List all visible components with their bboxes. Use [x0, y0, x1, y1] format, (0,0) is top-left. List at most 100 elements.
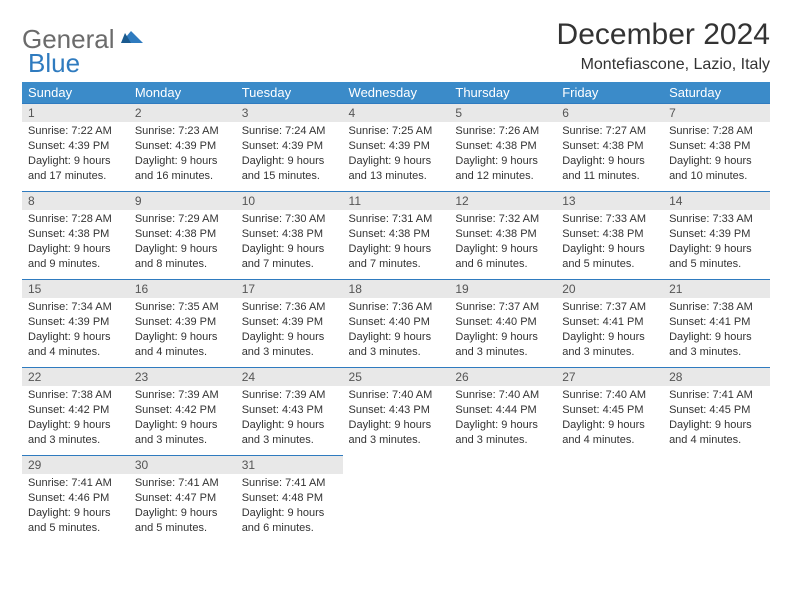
weekday-header: Thursday — [449, 82, 556, 104]
calendar-week-row: 22Sunrise: 7:38 AMSunset: 4:42 PMDayligh… — [22, 368, 770, 456]
calendar-day-cell: 10Sunrise: 7:30 AMSunset: 4:38 PMDayligh… — [236, 192, 343, 280]
day-info: Sunrise: 7:25 AMSunset: 4:39 PMDaylight:… — [343, 122, 450, 187]
day-info: Sunrise: 7:30 AMSunset: 4:38 PMDaylight:… — [236, 210, 343, 275]
day-info: Sunrise: 7:31 AMSunset: 4:38 PMDaylight:… — [343, 210, 450, 275]
calendar-day-cell: 14Sunrise: 7:33 AMSunset: 4:39 PMDayligh… — [663, 192, 770, 280]
calendar-day-cell — [343, 456, 450, 544]
calendar-day-cell — [663, 456, 770, 544]
day-info: Sunrise: 7:24 AMSunset: 4:39 PMDaylight:… — [236, 122, 343, 187]
day-info: Sunrise: 7:37 AMSunset: 4:40 PMDaylight:… — [449, 298, 556, 363]
day-number: 24 — [236, 368, 343, 386]
day-info: Sunrise: 7:28 AMSunset: 4:38 PMDaylight:… — [22, 210, 129, 275]
calendar-day-cell — [556, 456, 663, 544]
logo-text-blue: Blue — [28, 48, 80, 78]
calendar-week-row: 8Sunrise: 7:28 AMSunset: 4:38 PMDaylight… — [22, 192, 770, 280]
day-info: Sunrise: 7:27 AMSunset: 4:38 PMDaylight:… — [556, 122, 663, 187]
calendar-week-row: 29Sunrise: 7:41 AMSunset: 4:46 PMDayligh… — [22, 456, 770, 544]
location: Montefiascone, Lazio, Italy — [557, 56, 770, 74]
day-info: Sunrise: 7:36 AMSunset: 4:40 PMDaylight:… — [343, 298, 450, 363]
day-info: Sunrise: 7:37 AMSunset: 4:41 PMDaylight:… — [556, 298, 663, 363]
day-info: Sunrise: 7:41 AMSunset: 4:47 PMDaylight:… — [129, 474, 236, 539]
day-info: Sunrise: 7:28 AMSunset: 4:38 PMDaylight:… — [663, 122, 770, 187]
day-info: Sunrise: 7:33 AMSunset: 4:38 PMDaylight:… — [556, 210, 663, 275]
day-number: 29 — [22, 456, 129, 474]
calendar-day-cell: 13Sunrise: 7:33 AMSunset: 4:38 PMDayligh… — [556, 192, 663, 280]
day-info: Sunrise: 7:40 AMSunset: 4:44 PMDaylight:… — [449, 386, 556, 451]
day-number: 28 — [663, 368, 770, 386]
day-info: Sunrise: 7:35 AMSunset: 4:39 PMDaylight:… — [129, 298, 236, 363]
calendar-day-cell: 12Sunrise: 7:32 AMSunset: 4:38 PMDayligh… — [449, 192, 556, 280]
day-info: Sunrise: 7:38 AMSunset: 4:42 PMDaylight:… — [22, 386, 129, 451]
day-info: Sunrise: 7:22 AMSunset: 4:39 PMDaylight:… — [22, 122, 129, 187]
calendar-day-cell: 21Sunrise: 7:38 AMSunset: 4:41 PMDayligh… — [663, 280, 770, 368]
day-number: 14 — [663, 192, 770, 210]
day-number: 11 — [343, 192, 450, 210]
weekday-header: Monday — [129, 82, 236, 104]
day-info: Sunrise: 7:36 AMSunset: 4:39 PMDaylight:… — [236, 298, 343, 363]
calendar-day-cell: 11Sunrise: 7:31 AMSunset: 4:38 PMDayligh… — [343, 192, 450, 280]
weekday-header-row: SundayMondayTuesdayWednesdayThursdayFrid… — [22, 82, 770, 104]
calendar-day-cell: 20Sunrise: 7:37 AMSunset: 4:41 PMDayligh… — [556, 280, 663, 368]
month-title: December 2024 — [557, 18, 770, 52]
day-info: Sunrise: 7:32 AMSunset: 4:38 PMDaylight:… — [449, 210, 556, 275]
calendar-day-cell: 2Sunrise: 7:23 AMSunset: 4:39 PMDaylight… — [129, 104, 236, 192]
calendar-day-cell: 23Sunrise: 7:39 AMSunset: 4:42 PMDayligh… — [129, 368, 236, 456]
day-number: 4 — [343, 104, 450, 122]
calendar-week-row: 15Sunrise: 7:34 AMSunset: 4:39 PMDayligh… — [22, 280, 770, 368]
day-number: 15 — [22, 280, 129, 298]
day-info: Sunrise: 7:41 AMSunset: 4:46 PMDaylight:… — [22, 474, 129, 539]
calendar-table: SundayMondayTuesdayWednesdayThursdayFrid… — [22, 82, 770, 544]
day-info: Sunrise: 7:38 AMSunset: 4:41 PMDaylight:… — [663, 298, 770, 363]
day-number: 20 — [556, 280, 663, 298]
day-info: Sunrise: 7:34 AMSunset: 4:39 PMDaylight:… — [22, 298, 129, 363]
calendar-day-cell: 25Sunrise: 7:40 AMSunset: 4:43 PMDayligh… — [343, 368, 450, 456]
calendar-week-row: 1Sunrise: 7:22 AMSunset: 4:39 PMDaylight… — [22, 104, 770, 192]
day-number: 22 — [22, 368, 129, 386]
day-number: 7 — [663, 104, 770, 122]
day-info: Sunrise: 7:41 AMSunset: 4:45 PMDaylight:… — [663, 386, 770, 451]
calendar-day-cell: 22Sunrise: 7:38 AMSunset: 4:42 PMDayligh… — [22, 368, 129, 456]
day-number: 5 — [449, 104, 556, 122]
day-number: 27 — [556, 368, 663, 386]
calendar-day-cell: 17Sunrise: 7:36 AMSunset: 4:39 PMDayligh… — [236, 280, 343, 368]
day-number: 3 — [236, 104, 343, 122]
calendar-day-cell: 6Sunrise: 7:27 AMSunset: 4:38 PMDaylight… — [556, 104, 663, 192]
calendar-day-cell: 7Sunrise: 7:28 AMSunset: 4:38 PMDaylight… — [663, 104, 770, 192]
calendar-day-cell: 29Sunrise: 7:41 AMSunset: 4:46 PMDayligh… — [22, 456, 129, 544]
day-number: 26 — [449, 368, 556, 386]
day-info: Sunrise: 7:40 AMSunset: 4:45 PMDaylight:… — [556, 386, 663, 451]
day-number: 9 — [129, 192, 236, 210]
weekday-header: Tuesday — [236, 82, 343, 104]
day-number: 21 — [663, 280, 770, 298]
day-number: 25 — [343, 368, 450, 386]
calendar-day-cell: 26Sunrise: 7:40 AMSunset: 4:44 PMDayligh… — [449, 368, 556, 456]
calendar-day-cell: 19Sunrise: 7:37 AMSunset: 4:40 PMDayligh… — [449, 280, 556, 368]
day-info: Sunrise: 7:26 AMSunset: 4:38 PMDaylight:… — [449, 122, 556, 187]
calendar-body: 1Sunrise: 7:22 AMSunset: 4:39 PMDaylight… — [22, 104, 770, 544]
calendar-day-cell: 30Sunrise: 7:41 AMSunset: 4:47 PMDayligh… — [129, 456, 236, 544]
day-number: 18 — [343, 280, 450, 298]
day-number: 16 — [129, 280, 236, 298]
day-info: Sunrise: 7:39 AMSunset: 4:42 PMDaylight:… — [129, 386, 236, 451]
calendar-day-cell: 28Sunrise: 7:41 AMSunset: 4:45 PMDayligh… — [663, 368, 770, 456]
day-info: Sunrise: 7:29 AMSunset: 4:38 PMDaylight:… — [129, 210, 236, 275]
calendar-day-cell: 27Sunrise: 7:40 AMSunset: 4:45 PMDayligh… — [556, 368, 663, 456]
header: General December 2024 Montefiascone, Laz… — [22, 18, 770, 74]
calendar-day-cell: 16Sunrise: 7:35 AMSunset: 4:39 PMDayligh… — [129, 280, 236, 368]
calendar-day-cell: 24Sunrise: 7:39 AMSunset: 4:43 PMDayligh… — [236, 368, 343, 456]
weekday-header: Saturday — [663, 82, 770, 104]
day-number: 13 — [556, 192, 663, 210]
day-number: 12 — [449, 192, 556, 210]
day-number: 2 — [129, 104, 236, 122]
calendar-day-cell: 31Sunrise: 7:41 AMSunset: 4:48 PMDayligh… — [236, 456, 343, 544]
calendar-day-cell — [449, 456, 556, 544]
calendar-day-cell: 4Sunrise: 7:25 AMSunset: 4:39 PMDaylight… — [343, 104, 450, 192]
day-number: 31 — [236, 456, 343, 474]
day-number: 10 — [236, 192, 343, 210]
day-number: 17 — [236, 280, 343, 298]
day-number: 6 — [556, 104, 663, 122]
calendar-day-cell: 8Sunrise: 7:28 AMSunset: 4:38 PMDaylight… — [22, 192, 129, 280]
calendar-day-cell: 5Sunrise: 7:26 AMSunset: 4:38 PMDaylight… — [449, 104, 556, 192]
day-number: 1 — [22, 104, 129, 122]
calendar-day-cell: 9Sunrise: 7:29 AMSunset: 4:38 PMDaylight… — [129, 192, 236, 280]
